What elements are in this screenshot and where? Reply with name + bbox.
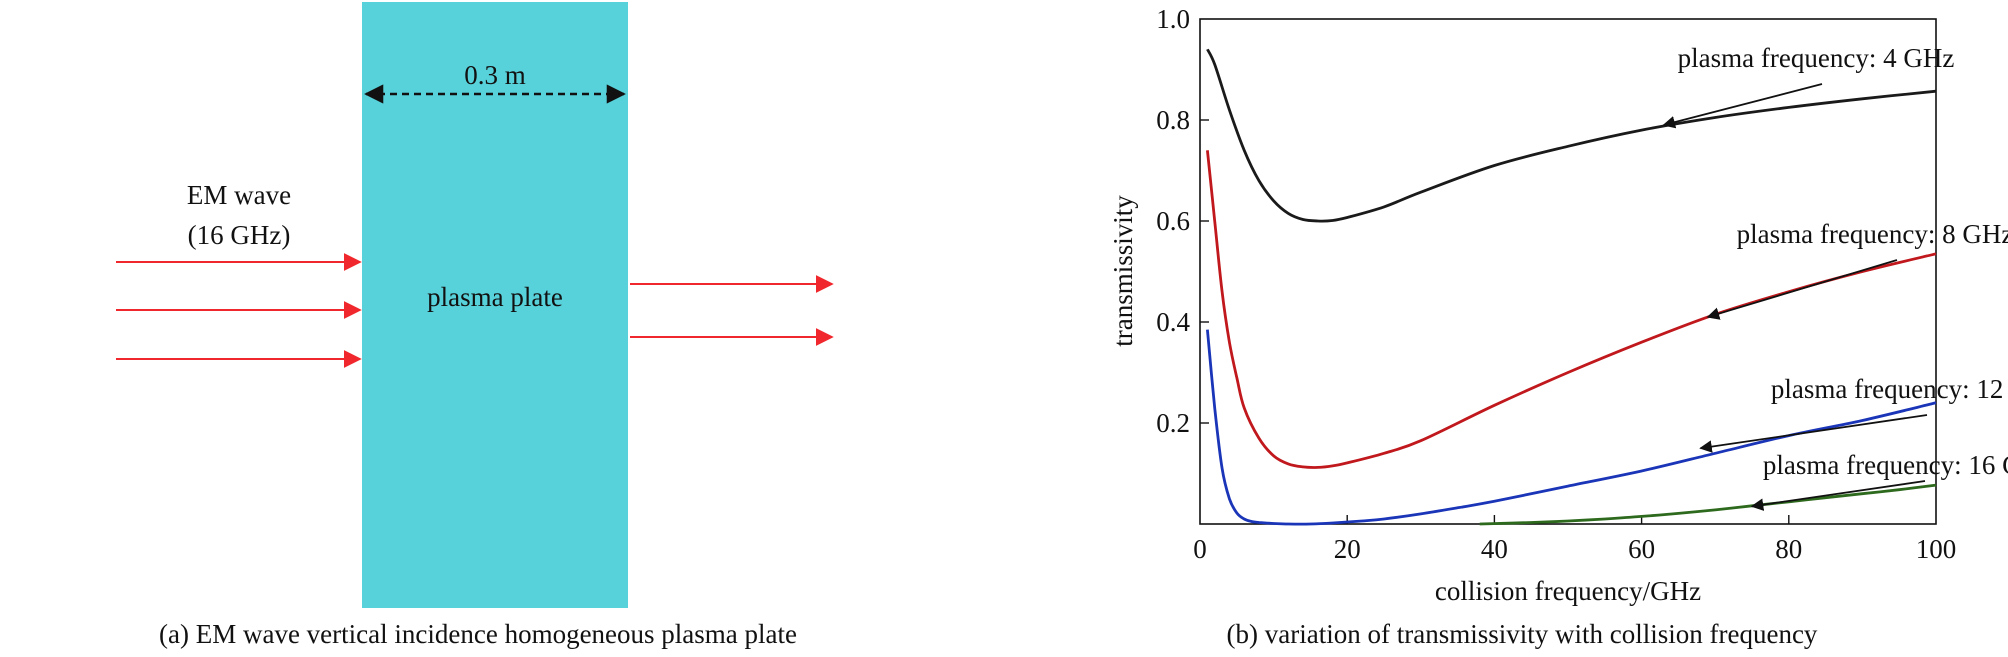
x-tick-label: 20: [1334, 534, 1361, 564]
x-tick-label: 80: [1775, 534, 1802, 564]
x-axis-ticks: 0 20 40 60 80 100: [1193, 515, 1956, 564]
y-tick-label: 0.2: [1156, 408, 1190, 438]
y-tick-label: 0.8: [1156, 105, 1190, 135]
plasma-plate-figure: 0.3 m EM wave (16 GHz) plasma plate (a) …: [116, 2, 834, 649]
em-wave-label: EM wave: [187, 180, 291, 210]
y-axis-ticks: 0.2 0.4 0.6 0.8 1.0: [1156, 4, 1209, 438]
plasma-plate-label: plasma plate: [427, 282, 563, 312]
series-layer: [1206, 48, 1937, 526]
plate-width-label: 0.3 m: [464, 60, 526, 90]
y-tick-label: 1.0: [1156, 4, 1190, 34]
series-line: [1206, 48, 1937, 223]
series-line: [1479, 483, 1937, 526]
annotation-label: plasma frequency: 12 GHz: [1771, 374, 2008, 404]
x-tick-label: 60: [1628, 534, 1655, 564]
annotation-layer: plasma frequency: 4 GHz plasma frequency:…: [1662, 43, 2008, 511]
annotation-arrow: [1706, 259, 1898, 320]
annotation-label: plasma frequency: 8 GHz: [1737, 219, 2008, 249]
series-line: [1206, 150, 1937, 469]
y-axis-title: transmissivity: [1108, 195, 1138, 347]
x-tick-label: 40: [1481, 534, 1508, 564]
transmissivity-chart: 0 20 40 60 80 100 0.2 0.4 0.6 0.8 1.0 plasma freq…: [1108, 4, 2008, 649]
caption-b: (b) variation of transmissivity with col…: [1227, 619, 1818, 649]
annotation-arrow: [1699, 414, 1928, 453]
y-tick-label: 0.4: [1156, 307, 1190, 337]
x-tick-label: 0: [1193, 534, 1207, 564]
panel-b-transmissivity-chart: 0 20 40 60 80 100 0.2 0.4 0.6 0.8 1.0 plasma freq…: [1000, 0, 2008, 652]
plot-frame: [1199, 18, 1937, 525]
annotation-label: plasma frequency: 4 GHz: [1678, 43, 1955, 73]
x-tick-label: 100: [1916, 534, 1957, 564]
panel-a-plasma-plate-diagram: 0.3 m EM wave (16 GHz) plasma plate (a) …: [0, 0, 1000, 652]
series-line: [1206, 329, 1937, 526]
annotation-arrow: [1662, 83, 1823, 129]
em-wave-frequency-label: (16 GHz): [188, 220, 291, 250]
x-axis-title: collision frequency/GHz: [1435, 576, 1701, 606]
annotation-label: plasma frequency: 16 GHz: [1763, 450, 2008, 480]
y-tick-label: 0.6: [1156, 206, 1190, 236]
caption-a: (a) EM wave vertical incidence homogeneo…: [159, 619, 797, 649]
annotation-arrow: [1750, 480, 1926, 511]
